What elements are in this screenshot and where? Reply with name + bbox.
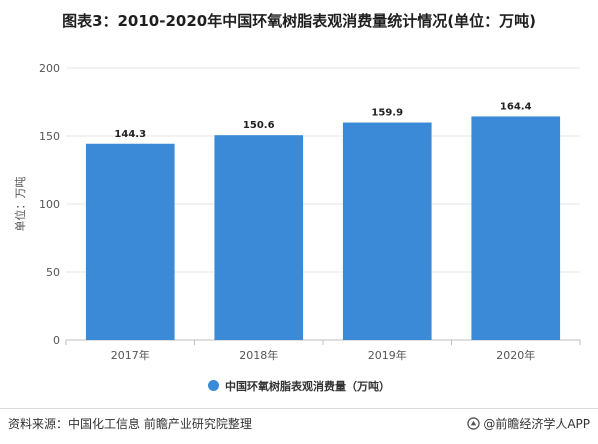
bar [342, 122, 432, 340]
y-tick-label: 0 [53, 334, 60, 347]
brand-credit: @前瞻经济学人APP [467, 415, 590, 432]
y-tick-label: 50 [46, 266, 60, 279]
legend-marker [208, 380, 219, 391]
legend-label: 中国环氧树脂表观消费量（万吨） [225, 380, 390, 393]
source-note: 资料来源：中国化工信息 前瞻产业研究院整理 [8, 417, 252, 431]
x-tick-label: 2020年 [496, 348, 535, 362]
footer-divider [0, 408, 598, 409]
bar-value-label: 159.9 [371, 108, 403, 119]
bar-value-label: 150.6 [243, 120, 275, 131]
x-tick-label: 2017年 [111, 348, 150, 362]
brand-logo-icon [467, 417, 481, 430]
y-tick-label: 200 [39, 62, 60, 75]
bar [85, 143, 175, 340]
bar [214, 135, 304, 340]
x-tick-label: 2019年 [368, 348, 407, 362]
chart-title: 图表3：2010-2020年中国环氧树脂表观消费量统计情况(单位：万吨) [62, 12, 536, 30]
x-tick-label: 2018年 [239, 348, 278, 362]
y-tick-label: 100 [39, 198, 60, 211]
bar-value-label: 144.3 [114, 129, 146, 140]
bar-value-label: 164.4 [500, 101, 532, 112]
brand-label: @前瞻经济学人APP [483, 417, 590, 431]
y-tick-label: 150 [39, 130, 60, 143]
legend: 中国环氧树脂表观消费量（万吨） [0, 378, 598, 394]
bar [471, 116, 561, 340]
y-axis-title: 单位：万吨 [13, 177, 27, 232]
